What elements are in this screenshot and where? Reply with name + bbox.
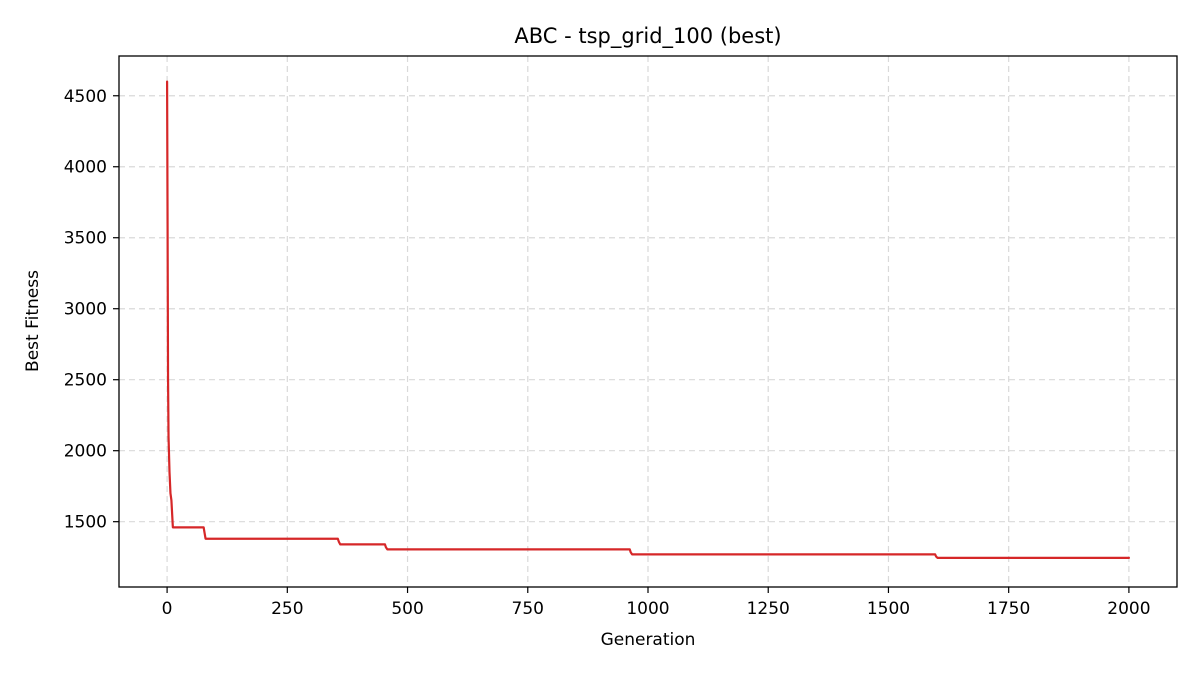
series-line	[165, 80, 1131, 559]
y-tick-label: 2500	[64, 371, 107, 391]
x-tick-label: 500	[391, 599, 423, 619]
x-tick-label: 1750	[987, 599, 1030, 619]
x-tick-label: 1250	[747, 599, 790, 619]
y-axis-title: Best Fitness	[23, 270, 43, 372]
series-layer	[165, 80, 1131, 559]
x-axis-title: Generation	[601, 630, 696, 650]
chart-title: ABC - tsp_grid_100 (best)	[514, 24, 781, 49]
y-tick-label: 4000	[64, 158, 107, 178]
x-tick-label: 0	[162, 599, 173, 619]
x-tick-label: 250	[271, 599, 303, 619]
y-tick-label: 3500	[64, 229, 107, 249]
x-tick-label: 1000	[626, 599, 669, 619]
y-tick-label: 2000	[64, 442, 107, 462]
x-tick-label: 750	[512, 599, 544, 619]
x-tick-label: 1500	[867, 599, 910, 619]
y-tick-label: 1500	[64, 513, 107, 533]
y-tick-label: 3000	[64, 300, 107, 320]
x-axis: 0 250 500 750 1000 1250 1500 1750 2000	[162, 587, 1151, 619]
y-axis: 1500 2000 2500 3000 3500 4000 4500	[64, 87, 119, 533]
x-tick-label: 2000	[1107, 599, 1150, 619]
grid	[119, 56, 1177, 587]
y-tick-label: 4500	[64, 87, 107, 107]
